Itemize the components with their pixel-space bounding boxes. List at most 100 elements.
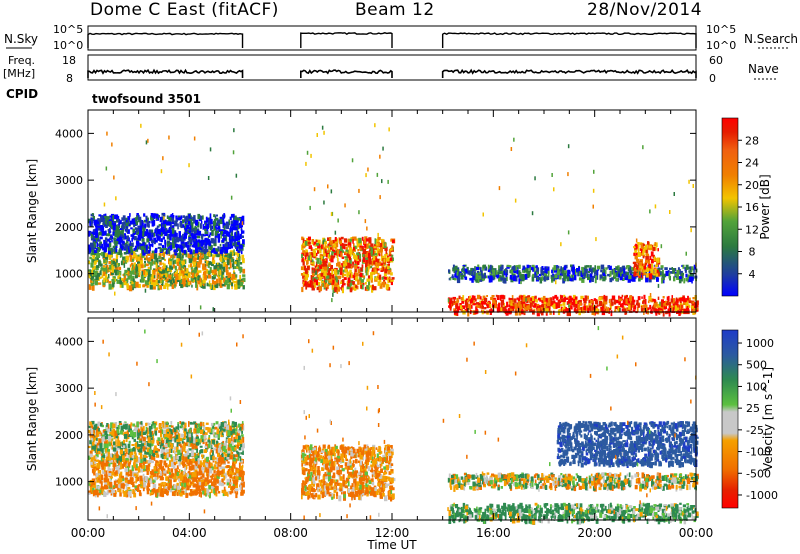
echo-cell [390, 238, 393, 242]
echo-cell [380, 269, 383, 272]
echo-cell [130, 472, 132, 477]
echo-cell [206, 223, 209, 229]
echo-cell [195, 471, 199, 476]
echo-cell [616, 272, 619, 277]
echo-cell [213, 250, 216, 254]
echo-cell [567, 230, 570, 235]
echo-cell [103, 239, 105, 245]
echo-cell [375, 238, 379, 244]
echo-cell [370, 250, 373, 254]
echo-cell [371, 287, 374, 293]
echo-cell [167, 240, 170, 245]
echo-cell [566, 308, 570, 311]
echo-cell [682, 264, 685, 269]
echo-cell [223, 213, 226, 219]
echo-cell [209, 251, 212, 254]
echo-cell [320, 272, 324, 277]
echo-cell [342, 284, 344, 288]
echo-cell [381, 277, 384, 280]
echo-cell [691, 266, 694, 271]
echo-cell [136, 270, 139, 276]
echo-cell [560, 306, 563, 313]
echo-cell [682, 297, 686, 302]
echo-cell [367, 275, 371, 279]
echo-cell [137, 218, 141, 223]
echo-cell [165, 265, 168, 271]
echo-cell [125, 227, 129, 233]
echo-cell [678, 276, 682, 280]
echo-cell [184, 216, 187, 222]
echo-cell [180, 270, 183, 274]
echo-cell [182, 252, 185, 256]
echo-cell [99, 489, 102, 494]
echo-cell [481, 303, 484, 308]
power-colorbar-tick-label: 12 [745, 223, 759, 236]
echo-cell [115, 472, 119, 477]
echo-cell [210, 462, 213, 467]
echo-cell [482, 264, 487, 269]
echo-cell [513, 270, 517, 273]
echo-cell [122, 478, 127, 482]
echo-cell [129, 281, 132, 284]
echo-cell [111, 471, 115, 476]
echo-cell [201, 257, 205, 260]
echo-cell [634, 249, 637, 253]
echo-cell [221, 239, 225, 243]
echo-cell [189, 482, 193, 486]
echo-cell [646, 266, 649, 273]
echo-cell [640, 243, 644, 249]
echo-cell [110, 479, 112, 483]
echo-cell [330, 274, 335, 279]
echo-cell [654, 268, 657, 274]
echo-cell [479, 303, 482, 309]
echo-cell [325, 281, 327, 286]
echo-cell [485, 275, 488, 279]
echo-cell [543, 276, 547, 282]
echo-cell [215, 263, 219, 270]
echo-cell [593, 169, 595, 174]
echo-cell [147, 482, 150, 485]
echo-cell [172, 279, 175, 284]
echo-cell [668, 272, 671, 279]
echo-cell [165, 476, 169, 481]
echo-cell [473, 271, 476, 276]
echo-cell [208, 261, 212, 265]
echo-cell [380, 246, 383, 252]
echo-cell [669, 267, 673, 270]
echo-cell [366, 267, 368, 272]
echo-cell [212, 284, 216, 291]
echo-cell [151, 488, 154, 494]
echo-cell [363, 239, 366, 246]
echo-cell [187, 274, 191, 278]
echo-cell [344, 267, 348, 272]
echo-cell [688, 276, 692, 283]
echo-cell [499, 266, 502, 271]
echo-cell [506, 301, 509, 308]
echo-cell [449, 276, 452, 281]
echo-cell [633, 246, 636, 249]
echo-cell [119, 477, 123, 483]
echo-cell [664, 303, 667, 307]
echo-cell [526, 271, 529, 275]
echo-cell [189, 460, 193, 465]
echo-cell [648, 245, 652, 249]
echo-cell [671, 307, 673, 311]
echo-cell [163, 269, 166, 273]
echo-cell [547, 274, 550, 278]
echo-cell [89, 247, 91, 253]
echo-cell [456, 297, 459, 302]
echo-cell [233, 213, 235, 218]
echo-cell [492, 299, 496, 305]
echo-cell [142, 231, 146, 237]
echo-cell [102, 247, 106, 251]
echo-cell [209, 213, 212, 219]
echo-cell [392, 239, 395, 244]
echo-cell [636, 252, 639, 256]
echo-cell [353, 243, 355, 247]
echo-cell [213, 280, 217, 285]
echo-cell [353, 276, 356, 280]
echo-cell [483, 300, 487, 305]
echo-cell [217, 262, 220, 265]
echo-cell [110, 247, 113, 252]
echo-cell [612, 269, 615, 275]
